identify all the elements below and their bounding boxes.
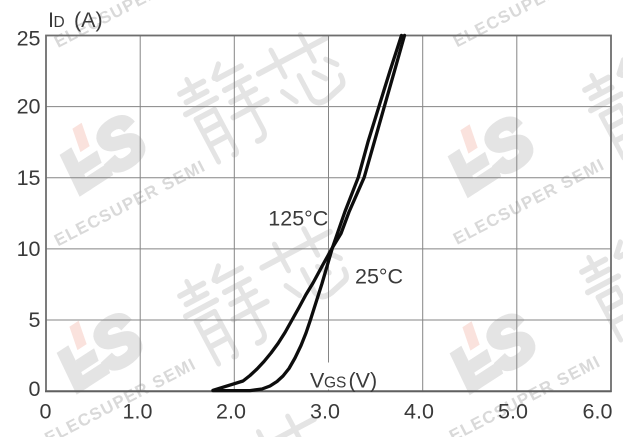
svg-text:GS: GS — [324, 375, 346, 392]
svg-text:5: 5 — [29, 308, 41, 332]
svg-text:I: I — [48, 8, 54, 32]
svg-text:0: 0 — [40, 400, 52, 424]
svg-text:5.0: 5.0 — [498, 400, 528, 424]
svg-text:1.0: 1.0 — [123, 400, 153, 424]
svg-text:125°C: 125°C — [268, 207, 328, 231]
svg-text:(A): (A) — [68, 8, 103, 32]
svg-text:2.0: 2.0 — [216, 400, 246, 424]
svg-text:3.0: 3.0 — [310, 400, 340, 424]
svg-text:4.0: 4.0 — [404, 400, 434, 424]
svg-text:15: 15 — [17, 166, 41, 190]
svg-text:25: 25 — [17, 27, 41, 51]
svg-text:V: V — [310, 369, 325, 393]
svg-text:20: 20 — [17, 95, 41, 119]
svg-text:25°C: 25°C — [355, 265, 403, 289]
svg-text:6.0: 6.0 — [583, 400, 613, 424]
svg-text:D: D — [54, 14, 65, 31]
svg-text:0: 0 — [29, 377, 41, 401]
svg-text:10: 10 — [17, 237, 41, 261]
svg-text:(V): (V) — [349, 369, 378, 393]
